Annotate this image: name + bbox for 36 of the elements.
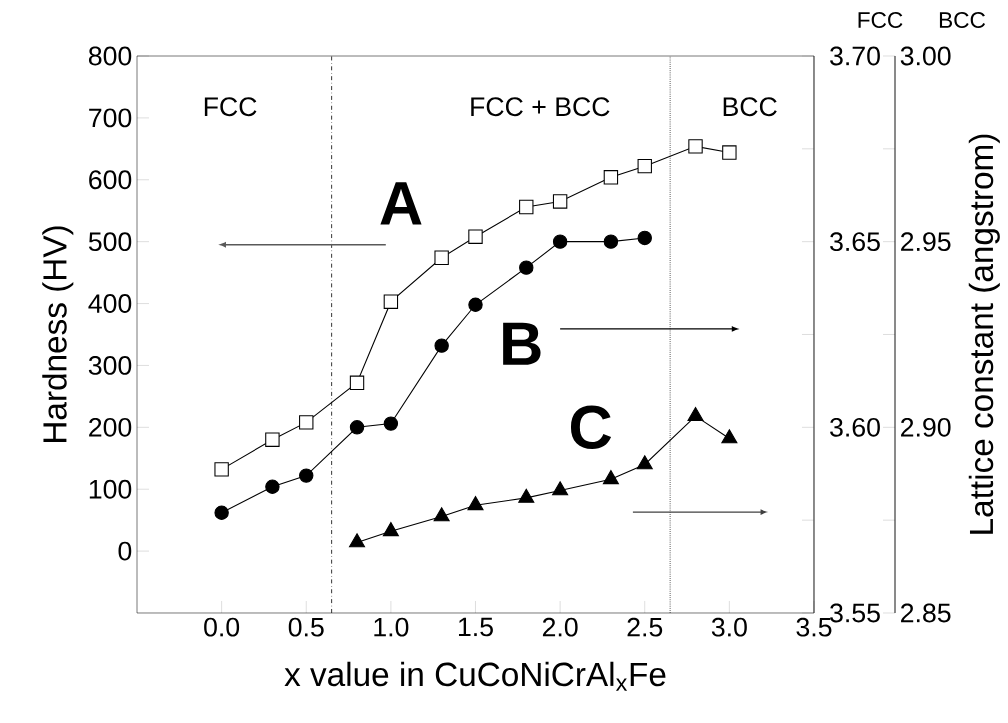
x-tick-label: 0.0	[204, 617, 240, 637]
x-tick-label: 2.0	[542, 617, 578, 637]
x-axis-title: x value in CuCoNiCrAl$_{x}$Fe	[284, 661, 666, 691]
y2-axis-title: Lattice constant (angstrom)	[968, 134, 1000, 534]
text: FCC	[858, 11, 903, 29]
x-tick-label: 2.5	[627, 617, 663, 637]
y-tick-label: 200	[89, 417, 132, 437]
y-axis-title: Hardness (HV)	[42, 226, 74, 442]
y-tick-label: 600	[89, 170, 132, 190]
annotation: FCC + BCC	[471, 97, 610, 117]
series-label: C	[570, 405, 612, 450]
text: BCC	[939, 11, 986, 29]
y-tick-label: 0	[118, 541, 132, 561]
y-tick-label: 700	[89, 108, 132, 128]
y2-tick-label: 3.60	[830, 417, 880, 437]
x-tick-label: 1.5	[458, 617, 493, 637]
y-tick-label: 500	[88, 232, 132, 252]
y2-tick-label: 3.70	[830, 46, 880, 66]
y3-tick-label: 3.00	[900, 46, 951, 66]
x-tick-label: 3.0	[711, 617, 747, 637]
annotation: BCC	[723, 97, 777, 117]
series-label: B	[503, 322, 541, 365]
annotation: FCC	[204, 97, 257, 117]
x-tick-label: 1.0	[374, 617, 409, 637]
y-tick-label: 400	[88, 294, 132, 313]
x-tick-label: 0.5	[288, 617, 324, 637]
y-tick-label: 800	[88, 46, 132, 66]
x-tick-label: 3.5	[796, 617, 832, 637]
y3-tick-label: 2.85	[901, 603, 951, 623]
y3-tick-label: 2.90	[901, 417, 951, 437]
y2-tick-label: 3.55	[830, 603, 880, 623]
series-label: A	[380, 182, 422, 225]
y-tick-label: 100	[89, 479, 132, 499]
y3-tick-label: 2.95	[901, 232, 951, 252]
y2-tick-label: 3.65	[830, 232, 880, 252]
y-tick-label: 300	[88, 356, 132, 375]
